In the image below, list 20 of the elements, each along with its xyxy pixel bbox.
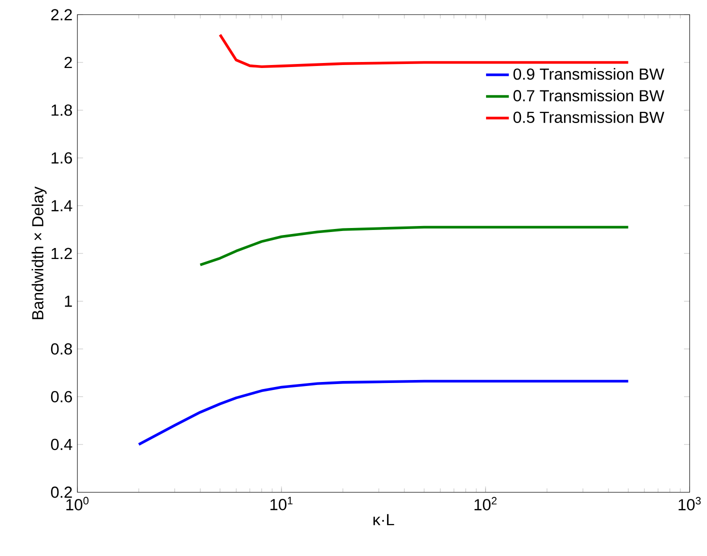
y-tick-label: 2.2 xyxy=(51,8,72,20)
y-tick-label: 0.2 xyxy=(51,486,72,498)
y-tick-label: 1.4 xyxy=(52,200,72,212)
y-tick-label: 1 xyxy=(64,296,72,307)
y-tick-label: 2 xyxy=(64,56,72,68)
legend-label: 0.5 Transmission BW xyxy=(513,111,664,123)
y-tick-label: 0.4 xyxy=(51,438,72,450)
y-tick-label: 0.6 xyxy=(51,390,72,402)
x-tick-label: 10$^{3}$ xyxy=(678,496,701,510)
x-tick-label: 10$^{0}$ xyxy=(66,496,88,510)
x-axis-title: κ·L xyxy=(373,514,394,526)
y-tick-label: 1.2 xyxy=(52,248,72,259)
x-tick-label: 10$^{2}$ xyxy=(474,496,497,510)
legend-label: 0.7 Transmission BW xyxy=(513,90,664,102)
y-tick-label: 1.6 xyxy=(52,152,72,164)
y-tick-label: 1.8 xyxy=(52,104,72,116)
y-axis-title: Bandwidth × Delay xyxy=(32,186,47,319)
y-tick-label: 0.8 xyxy=(51,343,72,354)
legend-label: 0.9 Transmission BW xyxy=(513,68,664,80)
x-tick-label: 10$^{1}$ xyxy=(270,496,292,510)
